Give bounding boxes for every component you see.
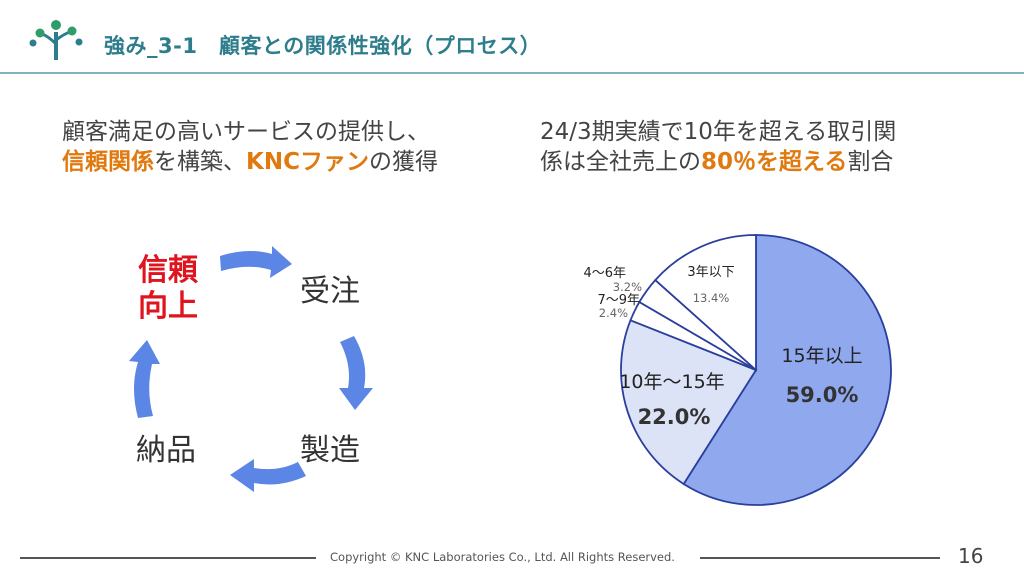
- right-lead-start: 係は全社売上の: [540, 149, 701, 175]
- cycle-trust-line-2: 向上: [138, 289, 198, 324]
- pie-value-label-4: 3.2%: [613, 280, 642, 294]
- cycle-step-order: 受注: [300, 274, 360, 309]
- right-lead-line-1: 24/3期実績で10年を超える取引関: [540, 119, 897, 145]
- pie-value-label-2: 22.0%: [638, 405, 711, 429]
- page-number: 16: [958, 544, 984, 568]
- pie-label-4: 4～6年: [583, 266, 626, 281]
- footer-divider-right: [700, 557, 940, 559]
- highlight-trust: 信頼関係: [62, 149, 154, 175]
- copyright-text: Copyright © KNC Laboratories Co., Ltd. A…: [330, 550, 675, 564]
- right-lead-line-2: 係は全社売上の80％を超える割合: [540, 147, 896, 177]
- highlight-fans: KNCファン: [246, 149, 369, 175]
- pie-slice-2: [620, 319, 758, 486]
- cycle-trust-line-1: 信頼: [138, 253, 198, 288]
- pie-label-5: 3年以下: [687, 265, 734, 280]
- left-lead-mid: を構築、: [154, 149, 246, 175]
- right-lead-text: 24/3期実績で10年を超える取引関 係は全社売上の80％を超える割合: [540, 117, 896, 177]
- pie-value-label-3: 2.4%: [599, 306, 628, 320]
- cycle-step-trust: 信頼 向上: [138, 253, 198, 325]
- left-lead-line-2: 信頼関係を構築、KNCファンの獲得: [62, 147, 438, 177]
- process-cycle: [129, 246, 373, 492]
- cycle-step-delivery: 納品: [136, 433, 196, 468]
- pie-label-2: 10年～15年: [619, 371, 724, 393]
- arrow-up-icon: [129, 340, 160, 418]
- cycle-step-manufacture: 製造: [300, 433, 360, 468]
- pie-label-1: 15年以上: [781, 345, 862, 367]
- pie-slice-1: [682, 234, 892, 506]
- page-title: 強み_3-1 顧客との関係性強化（プロセス）: [104, 34, 542, 58]
- left-lead-line-1: 顧客満足の高いサービスの提供し、: [62, 119, 430, 145]
- pie-value-label-5: 13.4%: [693, 291, 730, 305]
- tree-logo-icon: [29, 20, 83, 60]
- tenure-pie-chart: 15年以上 59.0% 10年～15年 22.0% 7～9年2.4% 4～6年3.2% 3年…: [583, 234, 892, 506]
- left-lead-end: の獲得: [368, 149, 438, 175]
- right-lead-end: 割合: [847, 149, 894, 175]
- pie-value-label-1: 59.0%: [786, 383, 859, 407]
- arrow-down-icon: [339, 336, 373, 410]
- pie-label-3: 7～9年: [597, 293, 640, 308]
- arrow-left-icon: [230, 459, 306, 492]
- highlight-share: 80％を超える: [701, 149, 848, 175]
- title-divider: [0, 72, 1024, 74]
- left-lead-text: 顧客満足の高いサービスの提供し、 信頼関係を構築、KNCファンの獲得: [62, 117, 438, 177]
- arrow-right-icon: [220, 246, 292, 278]
- pie-slice-5: [654, 234, 757, 373]
- footer-divider-left: [20, 557, 316, 559]
